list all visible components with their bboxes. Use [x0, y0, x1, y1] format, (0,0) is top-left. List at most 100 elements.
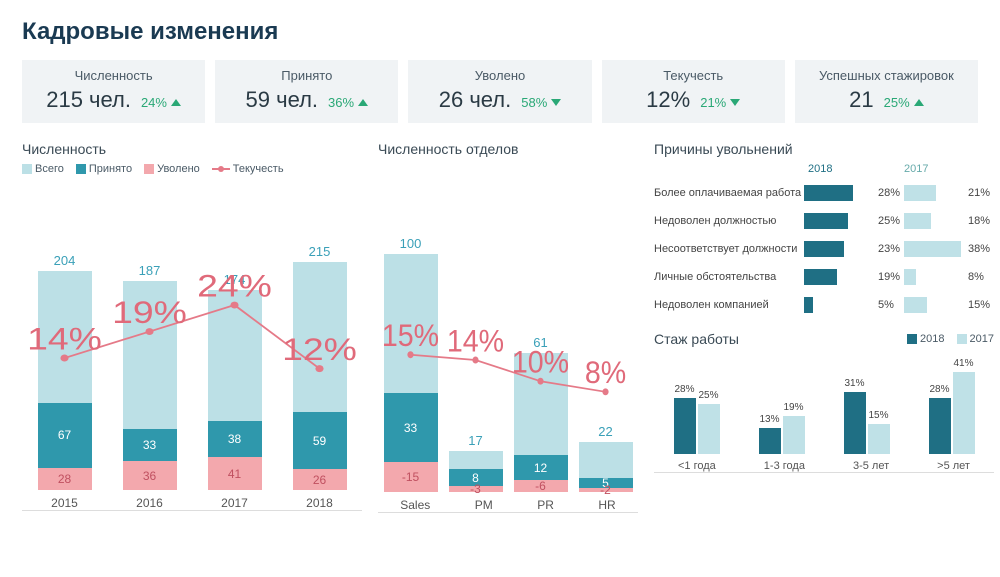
bar-top-label: 100 — [384, 236, 438, 251]
bar-group: 3633187 — [120, 281, 180, 490]
reasons-header: 20182017 — [654, 163, 994, 175]
tenure-bar-2017: 41% — [953, 372, 975, 454]
dept-title: Численность отделов — [378, 141, 638, 157]
tenure-group: 28% 25% — [667, 398, 727, 454]
reason-row: Несоответствует должности 23% 38% — [654, 237, 994, 261]
tenure-group: 31% 15% — [837, 392, 897, 454]
legend-item: 2018 — [907, 333, 944, 345]
headcount-legend: Всего Принято Уволено Текучесть — [22, 163, 362, 175]
reason-row: Личные обстоятельства 19% 8% — [654, 265, 994, 289]
kpi-value: 12% — [646, 87, 690, 113]
bar-segment-hired: 67 — [38, 403, 92, 467]
legend-item: Всего — [22, 163, 64, 175]
headcount-panel: Численность Всего Принято Уволено Текучесть… — [22, 141, 362, 513]
tenure-legend: 2018 2017 — [907, 333, 994, 345]
tenure-chart: 28% 25% 13% 19% 31% 15% 28% 41%<1 года1-… — [654, 353, 994, 473]
bar-group: -2522 — [576, 442, 636, 492]
x-label: 2017 — [221, 496, 248, 510]
trend-icon — [730, 99, 740, 106]
x-label: 2015 — [51, 496, 78, 510]
bar-segment-hired: 33 — [384, 393, 438, 462]
bar-group: -1533100 — [381, 254, 441, 492]
kpi-value: 26 чел. — [439, 87, 512, 113]
trend-icon — [551, 99, 561, 106]
trend-icon — [358, 99, 368, 106]
kpi-label: Уволено — [420, 68, 579, 83]
bar-segment-total — [384, 254, 438, 394]
tenure-bar-2018: 28% — [674, 398, 696, 454]
kpi-value: 21 — [849, 87, 873, 113]
bar-top-label: 174 — [208, 272, 262, 287]
reason-bar-2017 — [904, 269, 916, 285]
reason-val-2017: 18% — [964, 215, 994, 227]
legend-item: Принято — [76, 163, 132, 175]
headcount-title: Численность — [22, 141, 362, 157]
bar-top-label: 17 — [449, 433, 503, 448]
bar-group: 2659215 — [290, 262, 350, 490]
bar-segment-total — [38, 271, 92, 403]
reason-val-2017: 21% — [964, 187, 994, 199]
headcount-chart: 2867204363318741381742659215201520162017… — [22, 181, 362, 511]
bar-segment-total — [123, 281, 177, 429]
reason-label: Личные обстоятельства — [654, 271, 804, 283]
reason-bar-2018 — [804, 185, 853, 201]
kpi-card: Уволено 26 чел. 58% — [408, 60, 591, 123]
reasons-chart: 20182017 Более оплачиваемая работа 28% 2… — [654, 163, 994, 317]
bar-segment-total — [449, 451, 503, 470]
bar-top-label: 187 — [123, 263, 177, 278]
reason-val-2018: 28% — [874, 187, 904, 199]
reason-val-2018: 23% — [874, 243, 904, 255]
bar-segment-fired: 36 — [123, 461, 177, 490]
tenure-title: Стаж работы — [654, 331, 739, 347]
reason-bar-2018 — [804, 269, 837, 285]
x-label: Sales — [400, 498, 430, 512]
kpi-card: Успешных стажировок 21 25% — [795, 60, 978, 123]
reason-bar-2018 — [804, 241, 844, 257]
kpi-card: Численность 215 чел. 24% — [22, 60, 205, 123]
bar-segment-total — [579, 442, 633, 477]
reason-val-2017: 38% — [964, 243, 994, 255]
bar-top-label: 61 — [514, 335, 568, 350]
x-label: <1 года — [678, 460, 716, 472]
page-title: Кадровые изменения — [22, 18, 978, 46]
bar-top-label: 215 — [293, 244, 347, 259]
kpi-delta: 58% — [521, 95, 561, 110]
tenure-group: 28% 41% — [922, 372, 982, 454]
reason-row: Недоволен должностью 25% 18% — [654, 209, 994, 233]
legend-item: Текучесть — [212, 163, 284, 175]
reason-bar-2017 — [904, 241, 961, 257]
tenure-bar-2017: 19% — [783, 416, 805, 454]
bar-segment-fired: 28 — [38, 468, 92, 490]
kpi-label: Принято — [227, 68, 386, 83]
bar-group: -3817 — [446, 451, 506, 492]
reason-bar-2017 — [904, 213, 931, 229]
tenure-bar-2018: 28% — [929, 398, 951, 454]
x-label: >5 лет — [937, 460, 970, 472]
kpi-delta: 21% — [700, 95, 740, 110]
reason-bar-2017 — [904, 297, 927, 313]
bar-group: -61261 — [511, 353, 571, 492]
reason-val-2018: 5% — [874, 299, 904, 311]
kpi-delta: 36% — [328, 95, 368, 110]
reason-label: Более оплачиваемая работа — [654, 187, 804, 199]
bar-segment-hired: 38 — [208, 421, 262, 458]
tenure-panel: Стаж работы 2018 2017 28% 25% 13% 19% 31… — [654, 331, 994, 473]
bar-segment-fired: -3 — [449, 486, 503, 492]
kpi-label: Численность — [34, 68, 193, 83]
x-label: PR — [537, 498, 554, 512]
reason-row: Более оплачиваемая работа 28% 21% — [654, 181, 994, 205]
legend-item: Уволено — [144, 163, 200, 175]
right-column: Причины увольнений 20182017 Более оплачи… — [654, 141, 994, 513]
x-label: PM — [475, 498, 493, 512]
bar-segment-total — [208, 290, 262, 421]
reason-val-2018: 19% — [874, 271, 904, 283]
tenure-group: 13% 19% — [752, 416, 812, 454]
kpi-value: 215 чел. — [46, 87, 131, 113]
reasons-title: Причины увольнений — [654, 141, 994, 157]
bar-segment-fired: -6 — [514, 480, 568, 492]
bar-segment-total — [293, 262, 347, 412]
tenure-bar-2018: 13% — [759, 428, 781, 454]
bar-group: 4138174 — [205, 290, 265, 490]
reason-label: Недоволен компанией — [654, 299, 804, 311]
trend-icon — [914, 99, 924, 106]
